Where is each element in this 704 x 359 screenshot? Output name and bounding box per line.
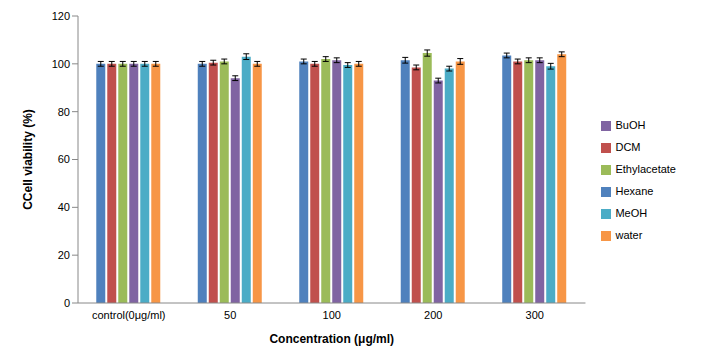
svg-text:100: 100 (323, 309, 341, 321)
svg-text:80: 80 (58, 106, 70, 118)
html-text:BuOH: BuOH (615, 118, 646, 131)
svg-text:40: 40 (58, 201, 70, 213)
svg-text:CCell viability (%): CCell viability (%) (21, 109, 35, 210)
svg-text:control(0μg/ml): control(0μg/ml) (92, 309, 166, 321)
html-text:Ethylacetate: Ethylacetate (615, 162, 676, 175)
html-text:DCM: DCM (615, 140, 641, 153)
svg-text:300: 300 (526, 309, 544, 321)
svg-text:100: 100 (52, 58, 70, 70)
svg-text:200: 200 (424, 309, 442, 321)
html-text:MeOH: MeOH (615, 206, 648, 219)
svg-text:0: 0 (64, 297, 70, 309)
svg-text:20: 20 (58, 249, 70, 261)
svg-text:Concentration (μg/ml): Concentration (μg/ml) (269, 332, 394, 346)
svg-text:60: 60 (58, 153, 70, 165)
html-text:Hexane: Hexane (615, 184, 654, 197)
svg-text:50: 50 (224, 309, 236, 321)
svg-text:120: 120 (52, 10, 70, 22)
html-text:water: water (615, 228, 643, 241)
